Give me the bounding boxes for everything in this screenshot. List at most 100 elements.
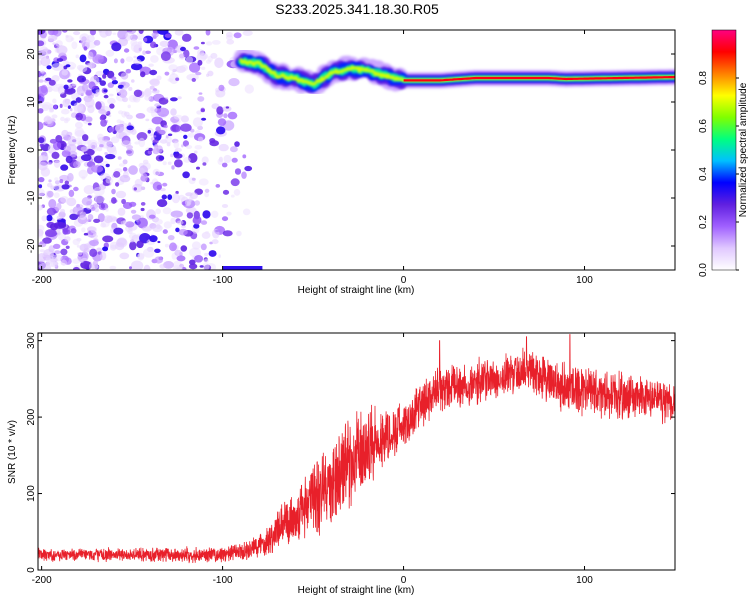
noise-blob (65, 35, 74, 43)
noise-blob (102, 246, 109, 252)
noise-blob (126, 30, 133, 33)
noise-blob (101, 30, 107, 34)
noise-blob (128, 201, 137, 207)
noise-blob (116, 238, 128, 248)
y-tick-label: 300 (26, 332, 37, 349)
noise-blob (154, 103, 161, 107)
noise-blob (146, 106, 158, 114)
noise-blob (75, 112, 83, 121)
noise-blob (136, 32, 144, 40)
noise-blob (160, 187, 166, 192)
x-tick-label: -100 (213, 275, 233, 286)
noise-blob (201, 66, 206, 71)
noise-blob (88, 61, 95, 69)
y-tick-label: 200 (26, 408, 37, 425)
noise-blob (231, 157, 238, 163)
noise-blob (150, 181, 154, 185)
noise-blob (60, 208, 66, 214)
noise-blob (211, 210, 219, 218)
noise-blob (139, 165, 148, 175)
noise-blob (93, 39, 101, 46)
noise-blob (176, 266, 183, 270)
noise-blob (89, 248, 98, 257)
noise-blob (92, 54, 104, 64)
noise-blob (127, 229, 133, 235)
noise-blob (150, 133, 154, 137)
noise-blob (50, 185, 55, 190)
noise-blob (94, 208, 99, 213)
colorbar-label: Normalized spectral amplitude (738, 82, 749, 217)
noise-blob (123, 111, 130, 117)
noise-blob (167, 133, 173, 137)
noise-blob (130, 38, 138, 47)
noise-blob (74, 137, 83, 145)
noise-blob (87, 139, 98, 147)
noise-blob (115, 123, 125, 133)
colorbar-gradient (712, 30, 736, 270)
snr-panel: -200 -100 0 100 0 100 200 300 Height of straig… (7, 332, 676, 596)
noise-blob (45, 77, 52, 82)
noise-blob (180, 123, 192, 132)
noise-blob (170, 124, 182, 133)
noise-blob (181, 144, 184, 148)
noise-blob (42, 237, 52, 244)
noise-blob (157, 107, 170, 118)
noise-blob (181, 33, 192, 42)
noise-blob (159, 129, 166, 134)
noise-blob (47, 35, 58, 42)
noise-blob (38, 85, 48, 97)
noise-blob (174, 148, 178, 153)
noise-blob (54, 180, 60, 185)
noise-blob (53, 160, 61, 168)
noise-blob (153, 135, 157, 138)
noise-blob (162, 229, 168, 234)
noise-blob (167, 78, 174, 82)
noise-blob (122, 159, 128, 165)
noise-blob (90, 165, 104, 173)
noise-blob (116, 119, 122, 124)
noise-blob (170, 153, 174, 158)
noise-blob (103, 215, 113, 224)
noise-blob (56, 215, 63, 220)
noise-blob (53, 141, 62, 151)
noise-blob (48, 30, 55, 36)
noise-blob (222, 189, 230, 195)
noise-blob (38, 137, 45, 144)
y-tick-label: 0 (26, 147, 37, 153)
noise-blob (205, 30, 211, 36)
noise-blob (99, 251, 107, 261)
noise-blob (53, 105, 58, 109)
noise-blob (198, 92, 203, 95)
noise-blob (201, 156, 209, 164)
noise-blob (125, 68, 132, 74)
noise-blob (76, 64, 84, 71)
noise-blob (131, 214, 141, 220)
noise-blob (230, 194, 235, 198)
noise-blob (218, 229, 222, 233)
noise-blob (80, 154, 92, 162)
noise-blob (84, 116, 93, 122)
x-tick-label: -200 (32, 275, 52, 286)
noise-blob (131, 79, 135, 83)
noise-blob (50, 261, 58, 268)
noise-blob (73, 102, 84, 112)
noise-blob (150, 55, 159, 63)
noise-blob (70, 228, 77, 234)
noise-blob (200, 108, 205, 113)
noise-blob (56, 45, 68, 55)
noise-blob (57, 232, 66, 241)
noise-blob (67, 105, 71, 109)
noise-blob (157, 30, 169, 35)
noise-blob (227, 111, 238, 120)
noise-blob (152, 147, 160, 155)
noise-blob (72, 266, 80, 270)
noise-blob (125, 221, 135, 228)
noise-blob (93, 186, 105, 196)
noise-blob (163, 124, 168, 129)
noise-blob (95, 89, 101, 94)
noise-blob (126, 125, 134, 131)
spectrogram-x-ticks: -200 -100 0 100 (32, 30, 593, 286)
noise-blob (218, 84, 225, 92)
noise-blob (100, 203, 105, 209)
